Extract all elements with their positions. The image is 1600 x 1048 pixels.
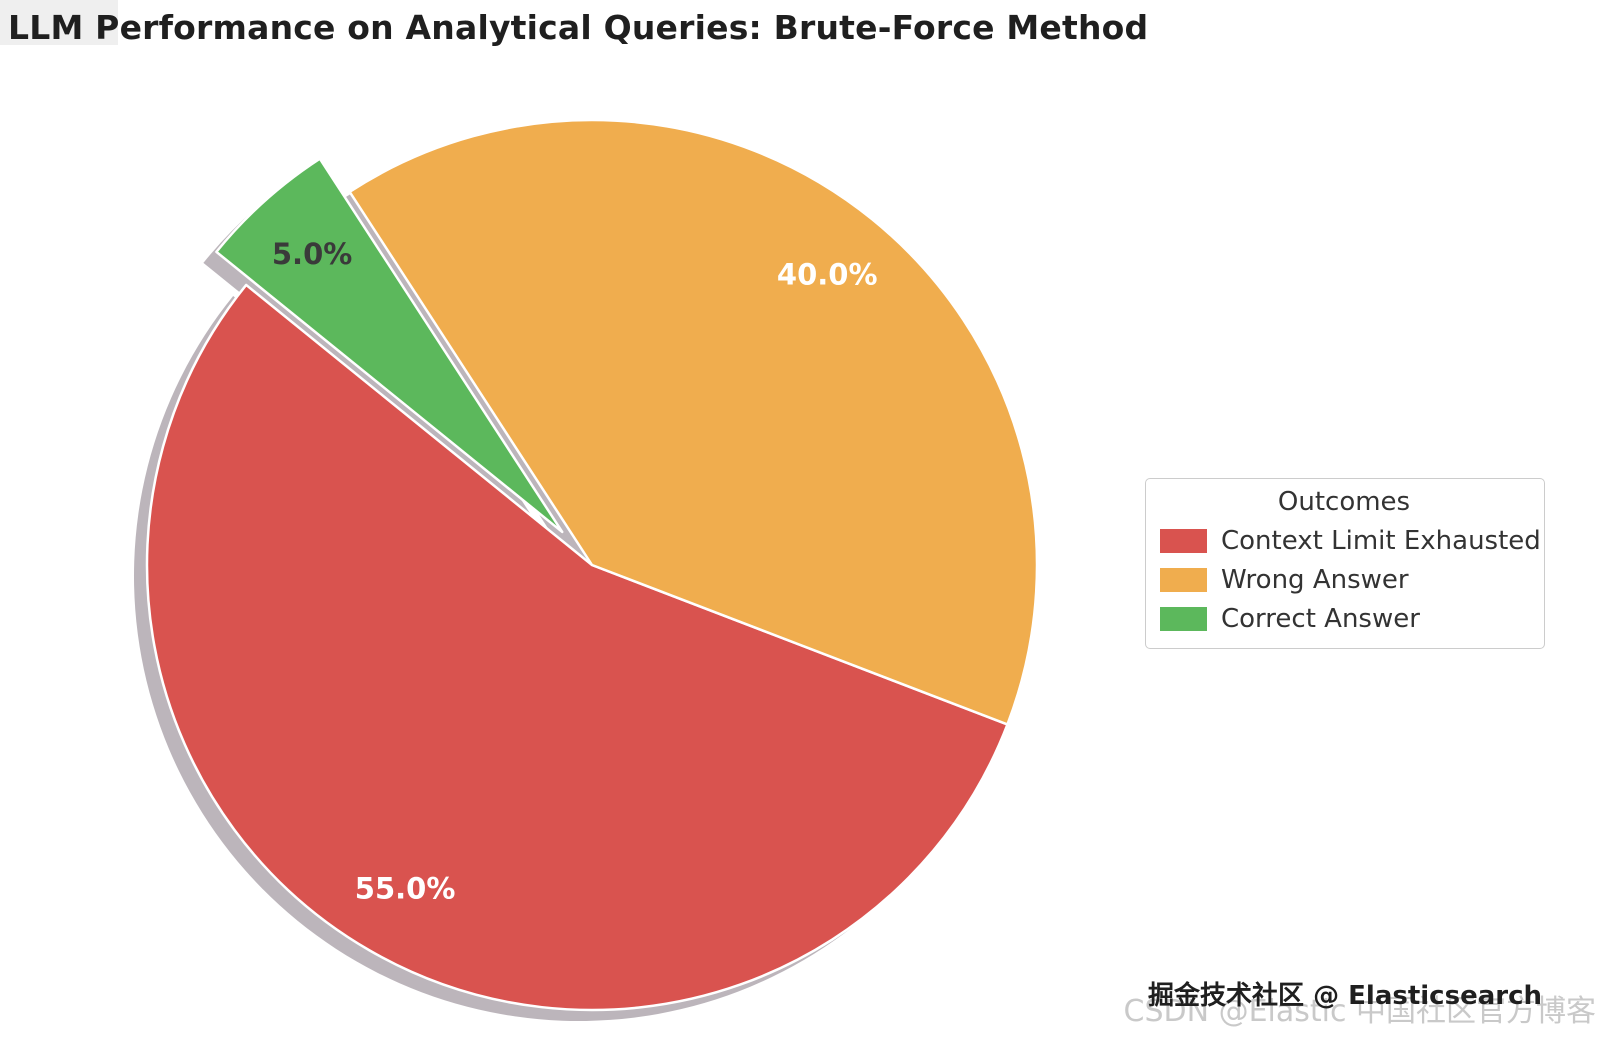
legend-item: Context Limit Exhausted [1160, 526, 1541, 556]
legend: Outcomes Context Limit Exhausted Wrong An… [1145, 478, 1545, 649]
legend-title: Outcomes [1277, 487, 1411, 517]
legend-items: Context Limit Exhausted Wrong Answer Corre… [1160, 526, 1541, 634]
legend-swatch [1160, 607, 1207, 631]
pie-percent-label: 40.0% [777, 258, 878, 292]
corner-artifact [0, 0, 118, 45]
legend-label: Wrong Answer [1221, 565, 1409, 595]
legend-item: Wrong Answer [1160, 565, 1528, 595]
watermark-gray: CSDN @Elastic 中国社区官方博客 [1123, 994, 1597, 1029]
pie-percent-label: 55.0% [355, 872, 456, 906]
legend-swatch [1160, 529, 1207, 553]
pie-percent-label: 5.0% [272, 237, 352, 271]
legend-swatch [1160, 568, 1207, 592]
legend-label: Context Limit Exhausted [1221, 526, 1541, 556]
watermark-dark: 掘金技术社区 @ Elasticsearch [1148, 981, 1542, 1011]
pie-slice-context-limit-exhausted [145, 283, 1009, 1012]
legend-item: Correct Answer [1160, 604, 1528, 634]
pie-slice-correct-answer [215, 157, 564, 534]
pie-slice-wrong-answer [348, 118, 1039, 726]
chart-title: LLM Performance on Analytical Queries: B… [8, 8, 1149, 47]
legend-label: Correct Answer [1221, 604, 1420, 634]
